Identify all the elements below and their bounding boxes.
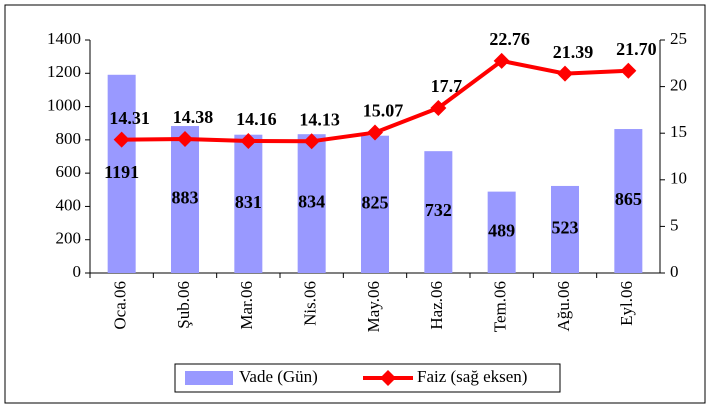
bar: [424, 151, 453, 273]
line-value-label: 14.13: [299, 109, 340, 129]
y-tick-label: 600: [56, 162, 82, 181]
x-tick-label: Mar.06: [237, 281, 256, 330]
y2-tick-label: 20: [670, 76, 687, 95]
y-tick-label: 800: [56, 129, 82, 148]
x-tick-label: Tem.06: [491, 281, 510, 332]
bar: [361, 135, 389, 273]
marker: [367, 124, 383, 141]
x-tick-label: Nis.06: [301, 281, 320, 326]
y-tick-label: 1200: [47, 62, 81, 81]
legend-swatch: [185, 371, 233, 385]
bar: [107, 74, 136, 273]
legend-label: Faiz (sağ eksen): [417, 367, 527, 386]
x-tick-label: Haz.06: [427, 281, 446, 330]
line-value-label: 14.31: [109, 108, 150, 128]
bar-value-label: 732: [425, 200, 452, 220]
line-value-label: 15.07: [363, 101, 404, 121]
line-value-label: 14.16: [236, 109, 277, 129]
legend-marker: [380, 370, 396, 386]
bar: [297, 134, 326, 273]
bar: [171, 126, 199, 273]
bar: [234, 134, 263, 273]
bar-value-label: 489: [488, 220, 515, 240]
marker: [557, 65, 573, 82]
y2-tick-label: 25: [670, 29, 687, 48]
bar: [551, 185, 579, 273]
bar-value-label: 1191: [104, 162, 139, 182]
marker: [113, 131, 130, 148]
bar-value-label: 523: [552, 218, 579, 238]
x-tick-label: Oca.06: [111, 281, 130, 330]
line-value-label: 17.7: [431, 76, 463, 96]
line-value-label: 22.76: [489, 29, 530, 49]
y-tick-label: 1000: [47, 95, 81, 114]
bar-value-label: 825: [362, 192, 389, 212]
y-tick-label: 200: [56, 229, 82, 248]
y2-tick-label: 0: [670, 262, 679, 281]
legend-label: Vade (Gün): [239, 367, 318, 386]
marker: [303, 133, 320, 150]
bar-value-label: 865: [615, 189, 642, 209]
line-value-label: 21.39: [553, 42, 594, 62]
x-tick-label: Eyl.06: [617, 281, 636, 326]
marker: [620, 62, 637, 79]
bar: [487, 191, 516, 273]
bar-value-label: 831: [235, 192, 262, 212]
y2-tick-label: 10: [670, 169, 687, 188]
y-tick-label: 1400: [47, 29, 81, 48]
bar: [614, 129, 643, 273]
y-tick-label: 400: [56, 195, 82, 214]
line-value-label: 21.70: [616, 39, 657, 59]
x-tick-label: May.06: [364, 281, 383, 332]
y2-tick-label: 15: [670, 122, 687, 141]
marker: [430, 100, 447, 117]
marker: [240, 133, 257, 150]
marker: [493, 52, 510, 69]
bar-value-label: 834: [298, 192, 325, 212]
bar-value-label: 883: [172, 188, 199, 208]
y-tick-label: 0: [73, 262, 82, 281]
marker: [177, 130, 193, 147]
x-tick-label: Şub.06: [174, 281, 193, 329]
y2-tick-label: 5: [670, 215, 679, 234]
line-value-label: 14.38: [173, 107, 214, 127]
x-tick-label: Ağu.06: [554, 281, 573, 332]
